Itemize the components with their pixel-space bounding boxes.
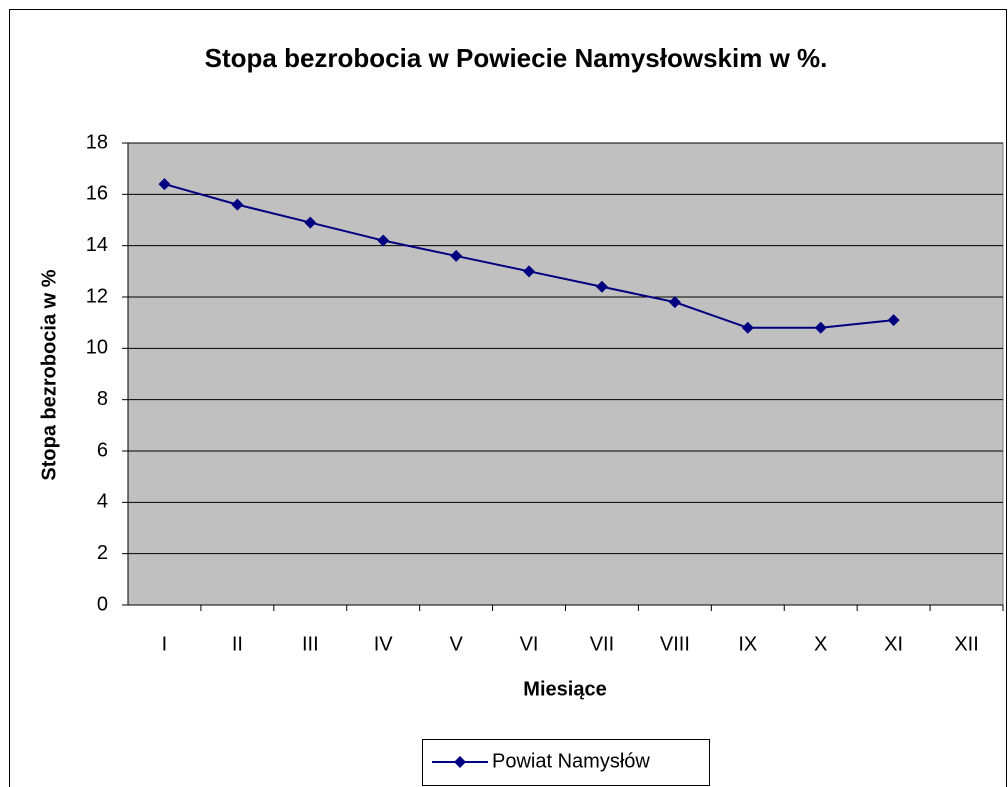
y-tick-label: 4 xyxy=(97,491,108,513)
chart-title: Stopa bezrobocia w Powiecie Namysłowskim… xyxy=(205,43,828,73)
x-tick-label: X xyxy=(814,633,827,655)
point-marker xyxy=(814,321,827,334)
x-tick-label: VI xyxy=(520,633,539,655)
point-marker xyxy=(595,280,608,293)
x-tick-label: V xyxy=(449,633,463,655)
point-marker xyxy=(231,198,244,211)
point-marker xyxy=(887,314,900,327)
x-tick-label: IX xyxy=(738,633,757,655)
point-marker xyxy=(741,321,754,334)
y-tick-label: 6 xyxy=(97,439,108,461)
point-marker xyxy=(377,234,390,247)
y-tick-label: 18 xyxy=(86,131,108,153)
point-marker xyxy=(450,249,463,262)
x-tick-label: VIII xyxy=(660,633,690,655)
legend-marker xyxy=(454,756,466,768)
x-tick-label: XII xyxy=(954,633,978,655)
legend-label: Powiat Namysłów xyxy=(492,750,650,772)
plot-area xyxy=(127,142,1004,606)
x-tick-label: III xyxy=(302,633,319,655)
y-tick-label: 14 xyxy=(86,234,108,256)
point-marker xyxy=(523,265,536,278)
y-tick-label: 8 xyxy=(97,388,108,410)
y-axis-title: Stopa bezrobocia w % xyxy=(38,269,60,480)
x-axis-title: Miesiące xyxy=(523,678,606,700)
y-tick-label: 16 xyxy=(86,183,108,205)
y-tick-label: 0 xyxy=(97,593,108,615)
y-tick-label: 12 xyxy=(86,285,108,307)
x-tick-label: II xyxy=(232,633,243,655)
point-marker xyxy=(668,296,681,309)
x-tick-label: XI xyxy=(884,633,903,655)
point-marker xyxy=(158,178,171,191)
y-tick-label: 10 xyxy=(86,337,108,359)
point-marker xyxy=(304,216,317,229)
x-tick-label: I xyxy=(162,633,168,655)
y-tick-label: 2 xyxy=(97,542,108,564)
x-tick-label: VII xyxy=(590,633,614,655)
x-tick-label: IV xyxy=(374,633,394,655)
